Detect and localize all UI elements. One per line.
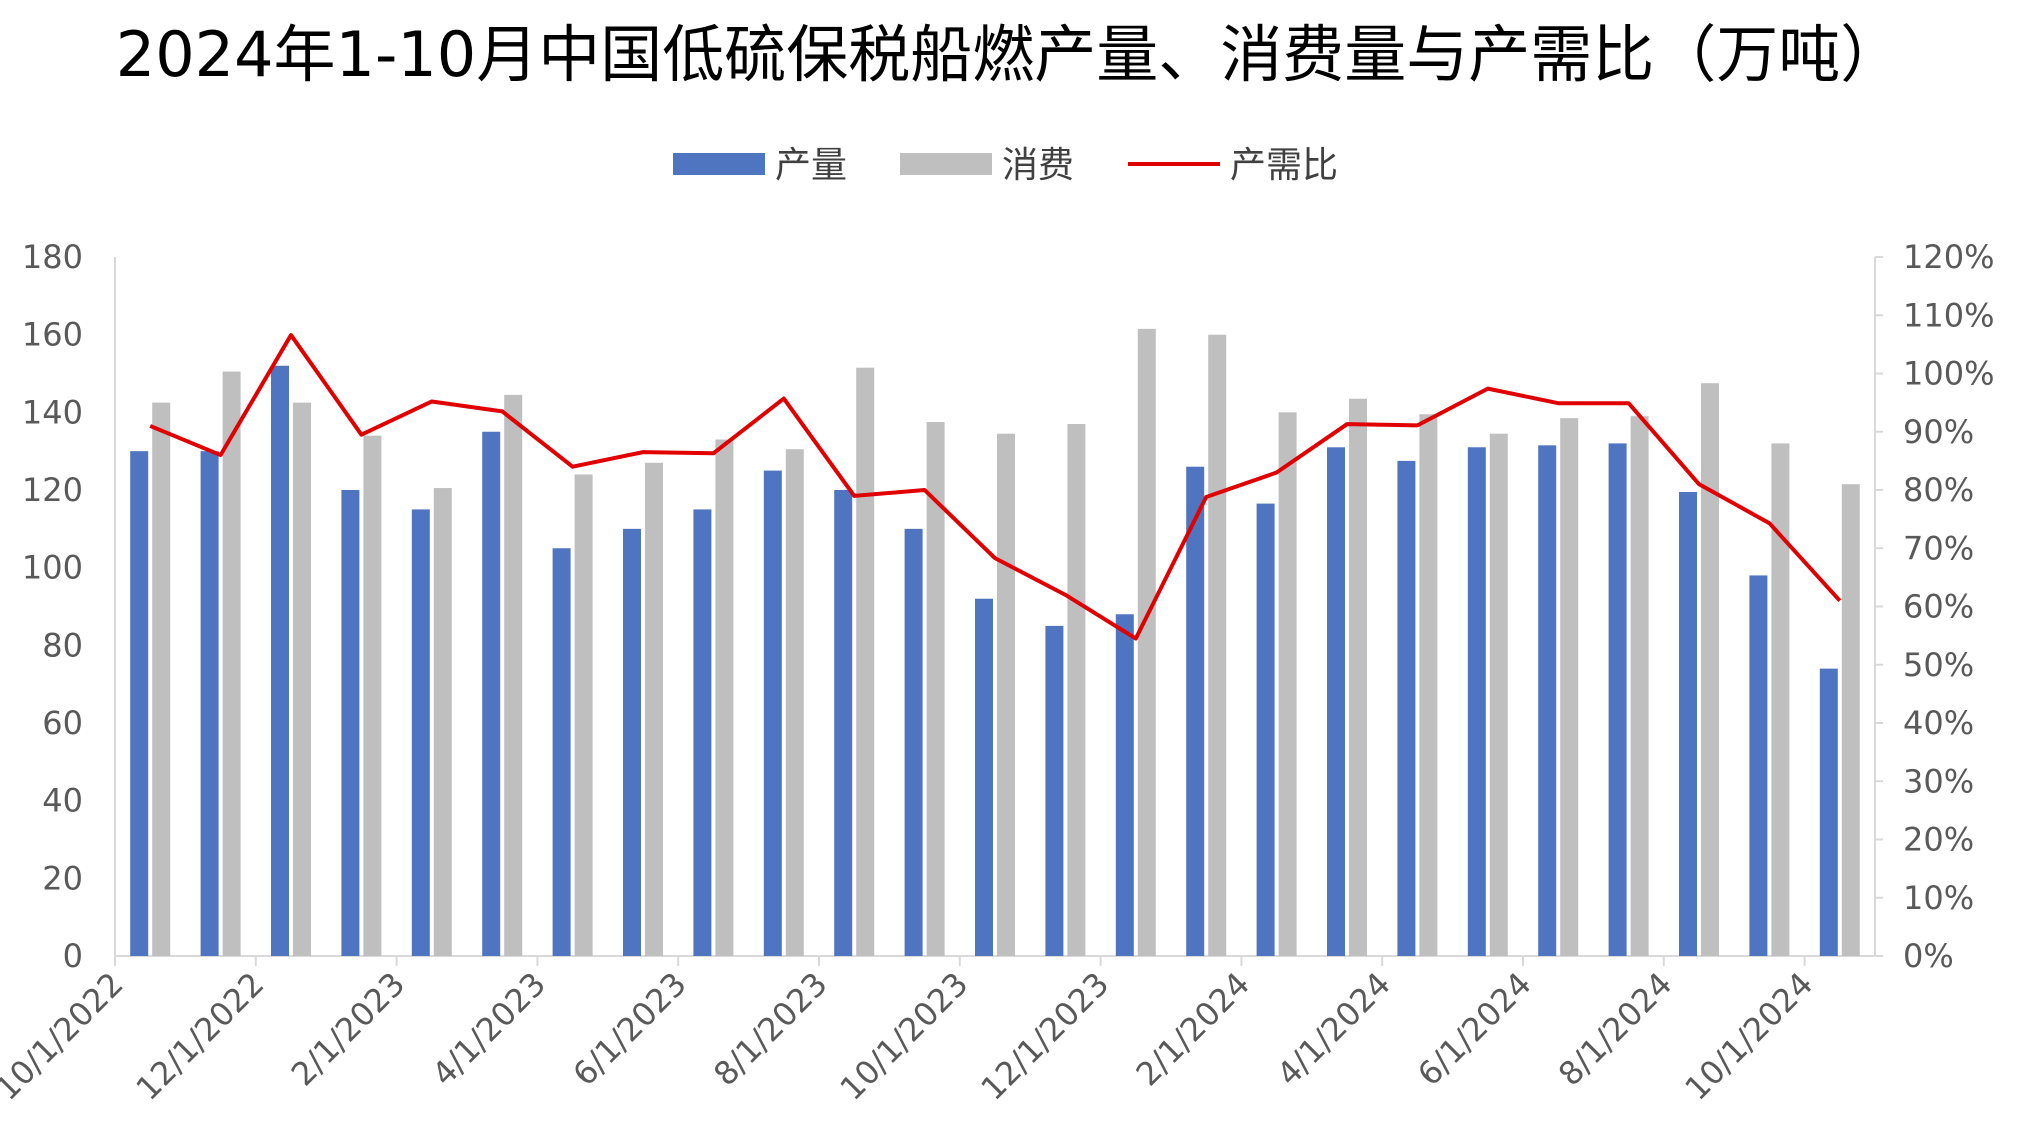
- bar-consumption: [152, 402, 171, 956]
- y-right-tick-label: 10%: [1903, 879, 1974, 917]
- y-right-tick-label: 0%: [1903, 937, 1954, 975]
- x-tick-label: 4/1/2024: [1269, 965, 1397, 1093]
- bar-consumption: [574, 474, 593, 956]
- x-tick-label: 10/1/2022: [0, 965, 131, 1108]
- y-left-tick-label: 60: [42, 704, 83, 742]
- y-left-tick-label: 140: [22, 393, 83, 431]
- bar-production: [341, 490, 360, 956]
- bar-production: [1186, 466, 1205, 956]
- bar-consumption: [1208, 334, 1227, 957]
- x-tick-label: 8/1/2024: [1551, 965, 1679, 1093]
- y-right-tick-label: 60%: [1903, 588, 1974, 626]
- bar-production: [271, 365, 289, 956]
- y-right-tick-label: 120%: [1903, 238, 1994, 276]
- bar-consumption: [222, 371, 241, 956]
- y-right-tick-label: 50%: [1903, 646, 1974, 684]
- bar-production: [1115, 614, 1134, 956]
- bar-consumption: [715, 439, 734, 956]
- y-left-tick-label: 80: [42, 626, 83, 664]
- bar-production: [693, 509, 712, 956]
- x-tick-label: 6/1/2023: [565, 965, 693, 1093]
- bar-consumption: [1137, 328, 1156, 956]
- bar-consumption: [1278, 412, 1297, 956]
- x-tick-label: 4/1/2023: [425, 965, 553, 1093]
- x-tick-label: 10/1/2023: [833, 965, 976, 1108]
- bar-consumption: [363, 435, 382, 957]
- chart-title: 2024年1-10月中国低硫保税船燃产量、消费量与产需比（万吨）: [116, 18, 1903, 91]
- x-tick-label: 2/1/2024: [1129, 965, 1257, 1093]
- x-tick-label: 10/1/2024: [1677, 965, 1820, 1108]
- line-layer: [149, 333, 1842, 641]
- bar-production: [130, 451, 149, 956]
- bar-consumption: [433, 488, 452, 956]
- y-right-tick-label: 70%: [1903, 529, 1974, 567]
- bar-consumption: [645, 462, 663, 956]
- legend-label-ratio: 产需比: [1230, 145, 1338, 186]
- bar-production: [975, 598, 993, 956]
- y-left-tick-label: 0: [63, 937, 83, 975]
- x-tick-label: 12/1/2023: [973, 965, 1116, 1108]
- bar-production: [1256, 503, 1275, 956]
- bar-production: [1045, 625, 1064, 956]
- bar-consumption: [504, 394, 523, 956]
- bar-production: [1679, 491, 1697, 956]
- y-left-tick-label: 120: [22, 471, 83, 509]
- legend: 产量 消费 产需比: [673, 145, 1338, 186]
- legend-swatch-consumption: [900, 153, 992, 175]
- bar-consumption: [1067, 423, 1086, 956]
- bar-production: [482, 431, 501, 956]
- y-left-tick-label: 100: [22, 549, 83, 587]
- x-tick-label: 6/1/2024: [1410, 965, 1538, 1093]
- bar-production: [411, 509, 430, 956]
- y-left-tick-label: 20: [42, 859, 83, 897]
- bar-production: [1538, 445, 1557, 956]
- bar-production: [200, 451, 219, 956]
- x-tick-label: 12/1/2022: [129, 965, 272, 1108]
- bar-production: [1819, 668, 1838, 956]
- bar-consumption: [1560, 418, 1579, 956]
- y-right-tick-label: 40%: [1903, 704, 1974, 742]
- y-right-tick-label: 110%: [1903, 296, 1994, 334]
- bar-production: [1327, 447, 1345, 956]
- ratio-line: [149, 333, 1842, 641]
- y-right-tick-label: 100%: [1903, 355, 1994, 393]
- bar-production: [834, 490, 853, 956]
- bar-production: [1608, 443, 1627, 956]
- bar-consumption: [1489, 433, 1508, 957]
- bar-consumption: [1841, 484, 1860, 956]
- bars-layer: [130, 328, 1860, 957]
- y-right-tick-label: 20%: [1903, 821, 1974, 859]
- bar-consumption: [1630, 416, 1649, 956]
- bar-production: [552, 548, 571, 956]
- y-right-tick-label: 90%: [1903, 413, 1974, 451]
- y-left-tick-label: 160: [22, 316, 83, 354]
- bar-consumption: [1771, 443, 1790, 956]
- bar-consumption: [1701, 383, 1719, 956]
- bar-consumption: [1419, 414, 1438, 956]
- y-right-tick-label: 80%: [1903, 471, 1974, 509]
- legend-label-production: 产量: [775, 145, 847, 186]
- y-right-tick-label: 30%: [1903, 762, 1974, 800]
- bar-consumption: [856, 367, 875, 956]
- x-tick-label: 8/1/2023: [706, 965, 834, 1093]
- bar-consumption: [293, 402, 311, 956]
- bar-consumption: [785, 449, 804, 956]
- bar-production: [623, 528, 641, 956]
- legend-swatch-production: [673, 153, 765, 175]
- bar-consumption: [1349, 398, 1367, 956]
- bar-production: [1749, 575, 1768, 956]
- bar-consumption: [926, 422, 945, 957]
- x-tick-label: 2/1/2023: [284, 965, 412, 1093]
- bar-production: [1467, 447, 1486, 956]
- y-left-tick-label: 180: [22, 238, 83, 276]
- y-left-tick-label: 40: [42, 782, 83, 820]
- bar-production: [763, 470, 782, 956]
- legend-label-consumption: 消费: [1002, 145, 1074, 186]
- bar-production: [1397, 460, 1416, 956]
- bar-consumption: [997, 433, 1015, 957]
- bar-production: [904, 528, 923, 956]
